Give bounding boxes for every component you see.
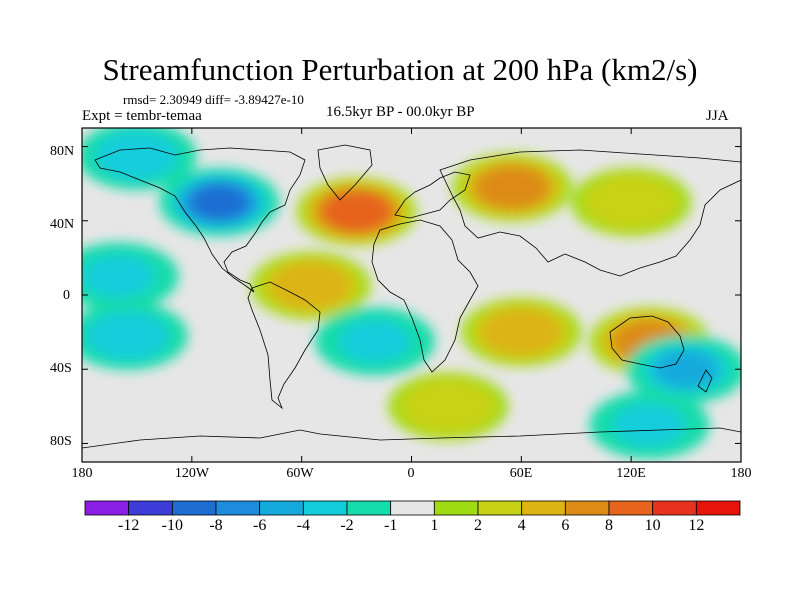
colorbar-label-2: -8 <box>209 517 223 534</box>
colorbar-label-11: 8 <box>605 517 613 534</box>
colorbar-box-0 <box>84 500 130 516</box>
x-label-120w: 120W <box>174 466 210 481</box>
colorbar-label-9: 4 <box>517 517 526 534</box>
field-anomaly-5-level-2 <box>82 255 155 298</box>
colorbar-box-14 <box>695 500 741 516</box>
field-anomaly-8-level-2 <box>338 319 411 363</box>
field-anomaly-0-level-5 <box>191 185 247 220</box>
colorbar-box-2 <box>171 500 217 516</box>
field-anomaly-3-level-4 <box>482 169 542 206</box>
colorbar-label-0: -12 <box>117 517 140 534</box>
y-label-40n: 40N <box>50 217 75 232</box>
colorbar-box-8 <box>433 500 479 516</box>
field-anomaly-6-level-3 <box>278 266 343 306</box>
season-label: JJA <box>706 108 729 124</box>
colorbar-box-3 <box>215 500 261 516</box>
x-label-180e: 180 <box>730 466 752 481</box>
x-label-0: 0 <box>407 466 415 481</box>
colorbar-box-1 <box>128 500 173 516</box>
field-anomaly-13-level-2 <box>613 403 686 447</box>
colorbar-box-7 <box>390 500 435 516</box>
y-label-80n: 80N <box>50 144 75 159</box>
colorbar-box-5 <box>302 500 348 516</box>
field-anomaly-2-level-5 <box>328 194 385 229</box>
coastlines <box>82 144 741 449</box>
colorbar-label-5: -2 <box>340 517 354 534</box>
colorbar-label-6: -1 <box>383 517 398 534</box>
x-label-60e: 60E <box>509 466 533 481</box>
stats-text: rmsd= 2.30949 diff= -3.89427e-10 <box>123 92 304 107</box>
colorbar-label-10: 6 <box>561 517 570 534</box>
colorbar-box-13 <box>652 500 697 516</box>
colorbar-box-10 <box>521 500 566 516</box>
colorbar-box-11 <box>564 500 610 516</box>
colorbar-label-4: -4 <box>296 517 310 534</box>
colorbar-label-1: -10 <box>161 517 183 534</box>
colorbar-box-9 <box>477 500 523 516</box>
field-anomaly-12-level-2 <box>412 384 485 428</box>
y-label-equator: 0 <box>63 288 70 303</box>
colorbar-box-6 <box>346 500 392 516</box>
colorbar-box-12 <box>608 500 654 516</box>
map-title: Streamfunction Perturbation at 200 hPa (… <box>102 52 698 87</box>
field-anomaly-4-level-2 <box>595 180 668 224</box>
experiment-label: Expt = tembr-temaa <box>82 108 202 124</box>
colorbar-label-13: 12 <box>688 517 705 534</box>
y-label-80s: 80S <box>50 434 72 449</box>
x-label-60w: 60W <box>286 466 314 481</box>
colorbar-box-4 <box>259 500 304 516</box>
colorbar-label-12: 10 <box>644 517 661 534</box>
x-label-120e: 120E <box>616 466 646 481</box>
colorbar-label-3: -6 <box>252 517 267 534</box>
colorbar-label-7: 1 <box>430 517 439 534</box>
y-label-40s: 40S <box>50 361 72 376</box>
x-label-180w: 180 <box>71 466 93 481</box>
field-anomaly-1-level-3 <box>104 136 169 176</box>
field-anomaly-7-level-3 <box>95 316 160 356</box>
period-label: 16.5kyr BP - 00.0kyr BP <box>326 104 475 120</box>
field-anomaly-9-level-3 <box>489 312 554 352</box>
field-anomaly-11-level-3 <box>654 349 719 389</box>
colorbar-label-8: 2 <box>474 517 482 534</box>
